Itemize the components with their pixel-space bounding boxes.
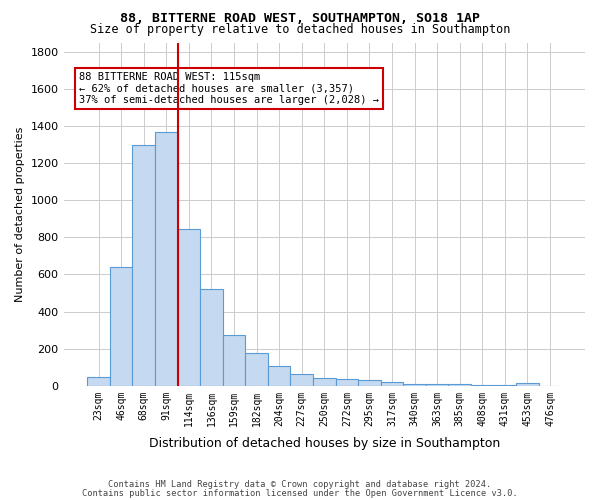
Bar <box>155 132 178 386</box>
Bar <box>403 384 426 386</box>
Bar <box>200 290 223 386</box>
Bar <box>426 384 448 386</box>
Bar <box>110 267 133 386</box>
Bar <box>494 385 516 386</box>
Bar <box>358 380 381 386</box>
Text: 88, BITTERNE ROAD WEST, SOUTHAMPTON, SO18 1AP: 88, BITTERNE ROAD WEST, SOUTHAMPTON, SO1… <box>120 12 480 26</box>
Bar <box>448 384 471 386</box>
Bar <box>516 383 539 386</box>
Bar <box>335 380 358 386</box>
Bar <box>381 382 403 386</box>
Bar <box>178 229 200 386</box>
Bar <box>133 144 155 386</box>
Bar <box>268 366 290 386</box>
Bar <box>471 385 494 386</box>
Text: Contains public sector information licensed under the Open Government Licence v3: Contains public sector information licen… <box>82 488 518 498</box>
Bar <box>87 376 110 386</box>
Bar <box>290 374 313 386</box>
Bar <box>313 378 335 386</box>
Text: 88 BITTERNE ROAD WEST: 115sqm
← 62% of detached houses are smaller (3,357)
37% o: 88 BITTERNE ROAD WEST: 115sqm ← 62% of d… <box>79 72 379 105</box>
Y-axis label: Number of detached properties: Number of detached properties <box>15 126 25 302</box>
X-axis label: Distribution of detached houses by size in Southampton: Distribution of detached houses by size … <box>149 437 500 450</box>
Text: Size of property relative to detached houses in Southampton: Size of property relative to detached ho… <box>90 22 510 36</box>
Bar <box>245 354 268 386</box>
Text: Contains HM Land Registry data © Crown copyright and database right 2024.: Contains HM Land Registry data © Crown c… <box>109 480 491 489</box>
Bar <box>223 335 245 386</box>
